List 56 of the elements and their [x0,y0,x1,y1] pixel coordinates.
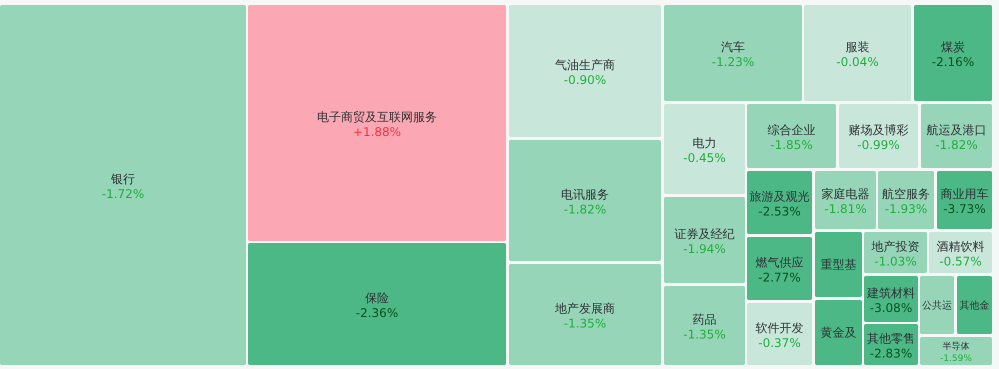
category-label: 公共运 [922,300,952,312]
data-label: -1.85% [770,138,813,152]
category-label: 黄金及 [820,326,856,340]
data-label: -1.81% [824,202,867,216]
data-label: -2.53% [758,204,801,218]
category-label: 燃气供应 [756,256,804,270]
category-label: 其他金 [960,300,990,312]
category-label: 航空服务 [882,187,930,201]
data-label: -1.72% [102,187,144,201]
category-label: 综合企业 [768,123,816,137]
data-label: -2.16% [932,55,974,69]
category-label: 气油生产商 [555,58,615,72]
category-label: 保险 [365,291,389,305]
category-label: 服装 [846,40,870,54]
category-label: 电讯服务 [561,188,609,202]
data-label: -1.94% [683,242,726,256]
category-label: 其他零售 [867,332,915,346]
data-label: -1.82% [564,202,606,216]
data-label: -2.36% [356,306,398,320]
category-label: 酒精饮料 [936,240,984,254]
category-label: 电力 [692,136,716,150]
category-label: 航运及港口 [926,123,986,137]
data-label: -1.82% [935,138,978,152]
category-label: 赌场及博彩 [848,123,908,137]
data-label: -0.37% [758,336,801,350]
category-label: 地产投资 [870,240,920,254]
category-label: 商业用车 [940,187,988,201]
category-label: 半导体 [942,341,970,352]
data-label: -0.45% [683,151,726,165]
data-label: -0.99% [857,138,900,152]
data-label: -1.59% [940,354,972,364]
category-label: 重型基 [820,258,856,272]
data-label: -2.83% [870,346,912,360]
data-label: -0.57% [939,254,982,268]
category-label: 汽车 [721,40,745,54]
category-label: 电子商贸及互联网服务 [317,110,437,124]
category-label: 地产发展商 [554,302,615,316]
data-label: -3.73% [943,202,986,216]
category-label: 银行 [110,172,135,186]
category-label: 煤炭 [941,40,965,54]
data-label: -3.08% [870,301,912,315]
data-label: -1.35% [683,328,726,342]
category-label: 药品 [692,312,716,326]
category-label: 软件开发 [756,321,804,335]
data-label: -0.90% [564,73,606,87]
category-label: 建筑材料 [866,286,915,300]
data-label: -2.77% [758,270,801,284]
data-label: +1.88% [352,125,402,139]
data-label: -1.93% [884,202,928,216]
data-label: -1.35% [564,316,606,330]
data-label: -1.23% [712,55,754,69]
category-label: 证券及经纪 [674,227,734,241]
category-label: 家庭电器 [822,187,870,201]
category-label: 旅游及观光 [750,190,810,204]
data-label: -0.04% [836,55,879,69]
data-label: -1.03% [874,254,917,268]
